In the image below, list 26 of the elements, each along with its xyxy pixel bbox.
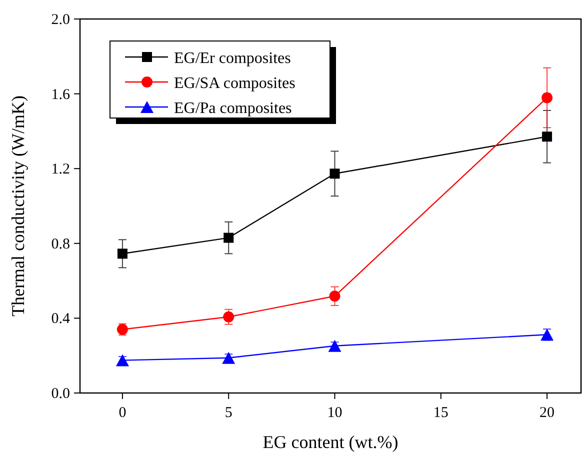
x-tick-label: 10 xyxy=(327,405,342,421)
point xyxy=(542,92,553,104)
y-tick-label: 1.2 xyxy=(51,162,70,178)
x-tick-label: 15 xyxy=(433,405,448,421)
point xyxy=(328,340,342,352)
x-tick-label: 20 xyxy=(540,405,555,421)
y-tick-label: 0.4 xyxy=(51,311,70,328)
point xyxy=(224,232,234,243)
point xyxy=(116,354,129,366)
point xyxy=(222,352,236,364)
point xyxy=(223,311,234,322)
y-axis-title: Thermal conductivity (W/mK) xyxy=(8,96,28,316)
point xyxy=(117,248,128,259)
point xyxy=(330,168,340,179)
x-axis-title: EG content (wt.%) xyxy=(262,432,398,452)
y-tick-label: 1.6 xyxy=(51,86,70,103)
y-tick-label: 2.0 xyxy=(51,12,70,28)
legend-label: EG/Pa composites xyxy=(174,100,292,117)
y-tick-label: 0.0 xyxy=(51,386,70,402)
x-tick-label: 5 xyxy=(224,405,232,421)
legend-label: EG/SA composites xyxy=(174,75,296,92)
point xyxy=(329,290,340,302)
legend-label: EG/Er composites xyxy=(174,50,291,67)
point xyxy=(542,132,552,142)
y-tick-label: 0.8 xyxy=(51,236,70,252)
x-tick-label: 0 xyxy=(118,405,126,421)
